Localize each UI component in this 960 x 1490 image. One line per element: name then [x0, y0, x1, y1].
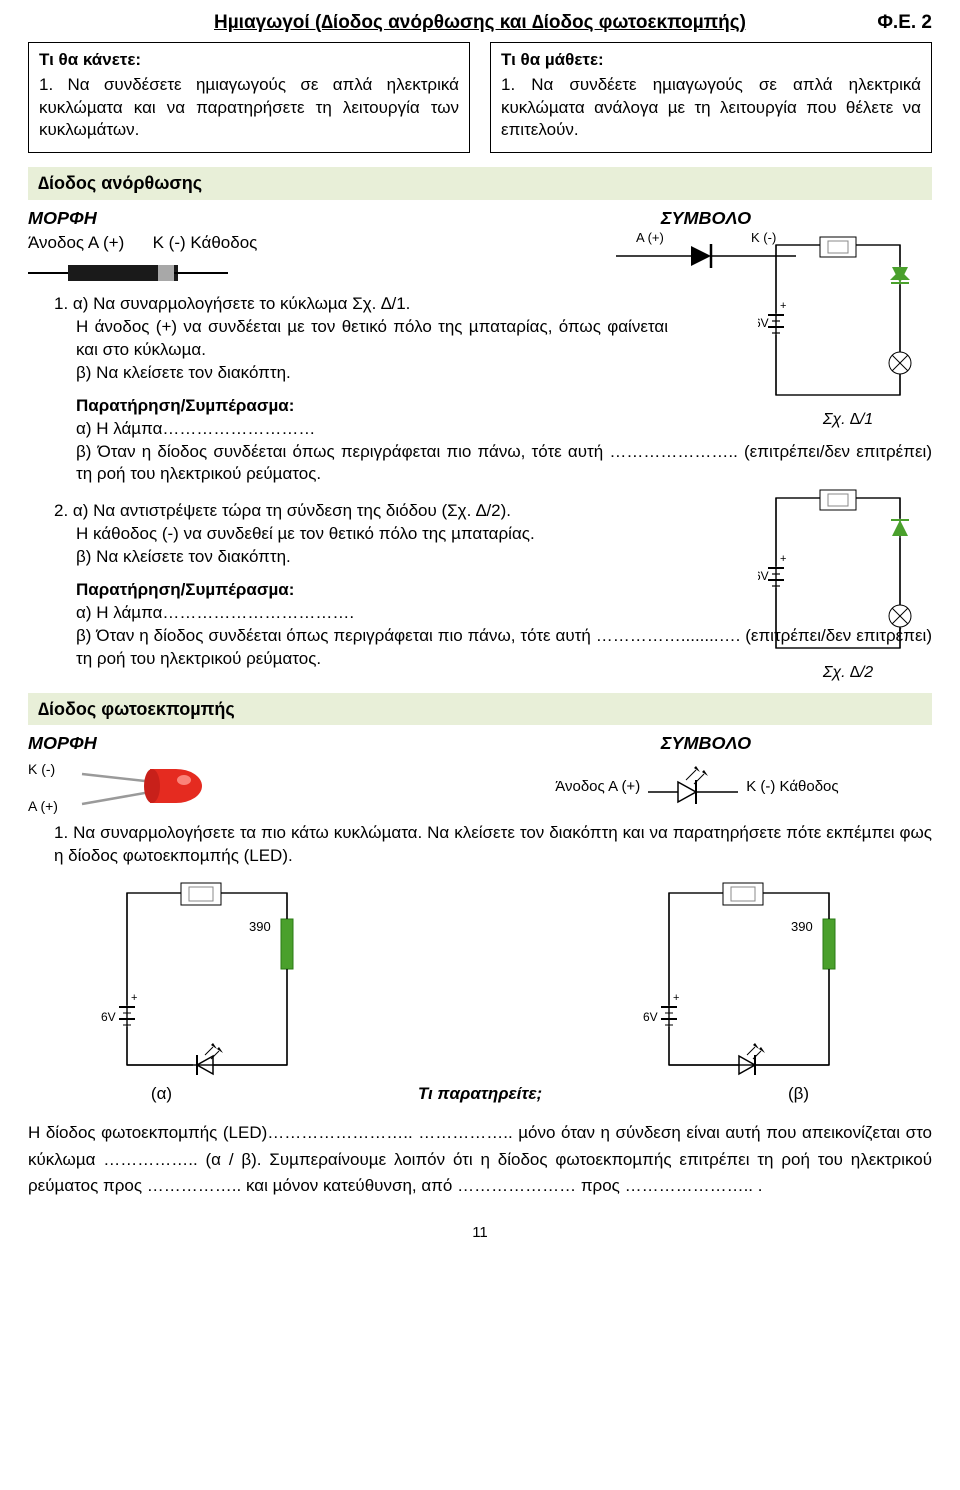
ex2-line2: Η κάθοδος (-) να συνδεθεί µε τον θετικό … [54, 523, 668, 546]
worksheet-code: Φ.Ε. 2 [877, 10, 932, 36]
cap-a: (α) [151, 1083, 172, 1106]
ex1-obs-b: β) Όταν η δίοδος συνδέεται όπως περιγράφ… [28, 441, 932, 487]
anode-label: Άνοδος Α (+) [28, 233, 124, 252]
svg-text:+: + [780, 300, 786, 312]
sym-a-label: A (+) [636, 230, 664, 245]
label-symvolo-1: ΣΥΜΒΟΛΟ [480, 206, 932, 230]
section-bar-diode: ∆ίοδος ανόρθωσης [28, 167, 932, 199]
ex1-obs-a: α) Η λάµπα……………………… [54, 418, 668, 441]
ex1-line2: Η άνοδος (+) να συνδέεται µε τον θετικό … [54, 316, 668, 362]
cap-b: (β) [788, 1083, 809, 1106]
ex2-line3: β) Να κλείσετε τον διακόπτη. [54, 546, 668, 569]
ex2-obs-a: α) Η λάµπα……………………………. [54, 602, 668, 625]
ex1-obs-title: Παρατήρηση/Συµπέρασµα: [54, 395, 668, 418]
svg-text:6V: 6V [758, 316, 769, 330]
svg-text:+: + [780, 553, 786, 565]
circuit-led-b-icon: 390 6V + [641, 879, 861, 1079]
box-what-you-learn: Τι θα µάθετε: 1. Να συνδέετε ηµιαγωγούς … [490, 42, 932, 154]
ex1-line3: β) Να κλείσετε τον διακόπτη. [54, 362, 668, 385]
fig-d2-caption: Σχ. ∆/2 [758, 662, 938, 684]
led-sym-cathode: Κ (-) Κάθοδος [746, 777, 838, 797]
box-learn-text: 1. Να συνδέετε ηµιαγωγούς σε απλά ηλεκτρ… [501, 74, 921, 143]
box-do-text: 1. Να συνδέσετε ηµιαγωγούς σε απλά ηλεκτ… [39, 74, 459, 143]
box-learn-title: Τι θα µάθετε: [501, 49, 921, 72]
svg-text:390: 390 [249, 919, 271, 934]
observe-question: Τι παρατηρείτε; [418, 1083, 542, 1106]
label-morfi-1: ΜΟΡΦΗ [28, 206, 480, 230]
svg-text:+: + [673, 992, 679, 1004]
label-morfi-2: ΜΟΡΦΗ [28, 731, 480, 755]
led-a-label: Α (+) [28, 797, 58, 816]
circuit-d2-icon: 6V + [758, 488, 918, 658]
svg-text:6V: 6V [101, 1010, 116, 1024]
svg-text:+: + [131, 992, 137, 1004]
ex2-obs-title: Παρατήρηση/Συµπέρασµα: [54, 579, 668, 602]
svg-text:6V: 6V [758, 569, 769, 583]
led-sym-anode: Άνοδος Α (+) [555, 777, 640, 797]
box-what-you-do: Τι θα κάνετε: 1. Να συνδέσετε ηµιαγωγούς… [28, 42, 470, 154]
page-title: Ηµιαγωγοί (∆ίοδος ανόρθωσης και ∆ίοδος φ… [214, 10, 746, 36]
svg-text:6V: 6V [643, 1010, 658, 1024]
box-do-title: Τι θα κάνετε: [39, 49, 459, 72]
ex2-line1: 2. α) Να αντιστρέψετε τώρα τη σύνδεση τη… [54, 500, 668, 523]
fig-d1-caption: Σχ. ∆/1 [758, 409, 938, 431]
led-physical-icon [76, 760, 256, 816]
diode-physical-icon [28, 261, 248, 285]
cathode-label: Κ (-) Κάθοδος [153, 233, 258, 252]
led-symbol-icon [648, 766, 738, 810]
final-paragraph: Η δίοδος φωτοεκποµπής (LED)…………………….. ……… [28, 1120, 932, 1199]
page-number: 11 [28, 1223, 932, 1243]
circuit-d1-icon: 6V + [758, 235, 918, 405]
svg-text:390: 390 [791, 919, 813, 934]
led-task-text: 1. Να συναρµολογήσετε τα πιο κάτω κυκλώµ… [28, 822, 932, 868]
section-bar-led: ∆ίοδος φωτοεκποµπής [28, 693, 932, 725]
label-symvolo-2: ΣΥΜΒΟΛΟ [480, 731, 932, 755]
led-k-label: Κ (-) [28, 760, 58, 779]
ex1-line1: 1. α) Να συναρµολογήσετε το κύκλωµα Σχ. … [54, 293, 668, 316]
circuit-led-a-icon: 390 6V + [99, 879, 319, 1079]
